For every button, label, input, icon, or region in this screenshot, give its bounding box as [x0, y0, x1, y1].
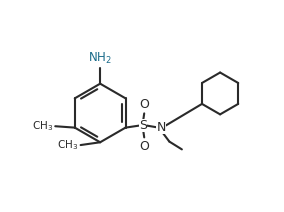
Text: S: S [139, 119, 147, 132]
Text: N: N [156, 121, 166, 134]
Text: NH$_2$: NH$_2$ [88, 51, 112, 66]
Text: CH$_3$: CH$_3$ [32, 119, 53, 133]
Text: CH$_3$: CH$_3$ [57, 138, 78, 152]
Text: O: O [139, 140, 149, 153]
Text: O: O [139, 98, 149, 111]
